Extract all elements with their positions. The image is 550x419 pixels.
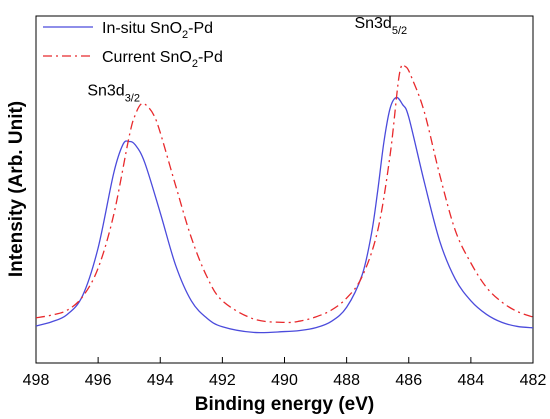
x-tick-label: 484 [458, 372, 485, 389]
annotation-sn3d52: Sn3d5/2 [354, 15, 407, 37]
x-tick-label: 482 [520, 372, 547, 389]
legend: In-situ SnO2-Pd Current SnO2-Pd [43, 20, 223, 70]
x-tick-label: 490 [271, 372, 298, 389]
series-line-2 [35, 63, 534, 324]
x-tick-label: 492 [209, 372, 236, 389]
x-tick-label: 498 [23, 372, 50, 389]
y-axis-title: Intensity (Arb. Unit) [6, 101, 27, 277]
x-axis-title: Binding energy (eV) [195, 394, 374, 415]
x-tick-label: 496 [85, 372, 112, 389]
legend-label-1: In-situ SnO2-Pd [102, 20, 213, 41]
plot-lines [35, 63, 534, 334]
x-tick-label: 494 [147, 372, 174, 389]
series-line-1 [35, 96, 534, 334]
x-tick-label: 488 [333, 372, 360, 389]
x-axis-tick-labels: 498 496 494 492 490 488 486 484 482 [23, 372, 547, 389]
annotation-sn3d32: Sn3d3/2 [87, 83, 140, 105]
x-axis-ticks [35, 357, 534, 363]
legend-label-2: Current SnO2-Pd [102, 49, 223, 70]
x-tick-label: 486 [395, 372, 422, 389]
